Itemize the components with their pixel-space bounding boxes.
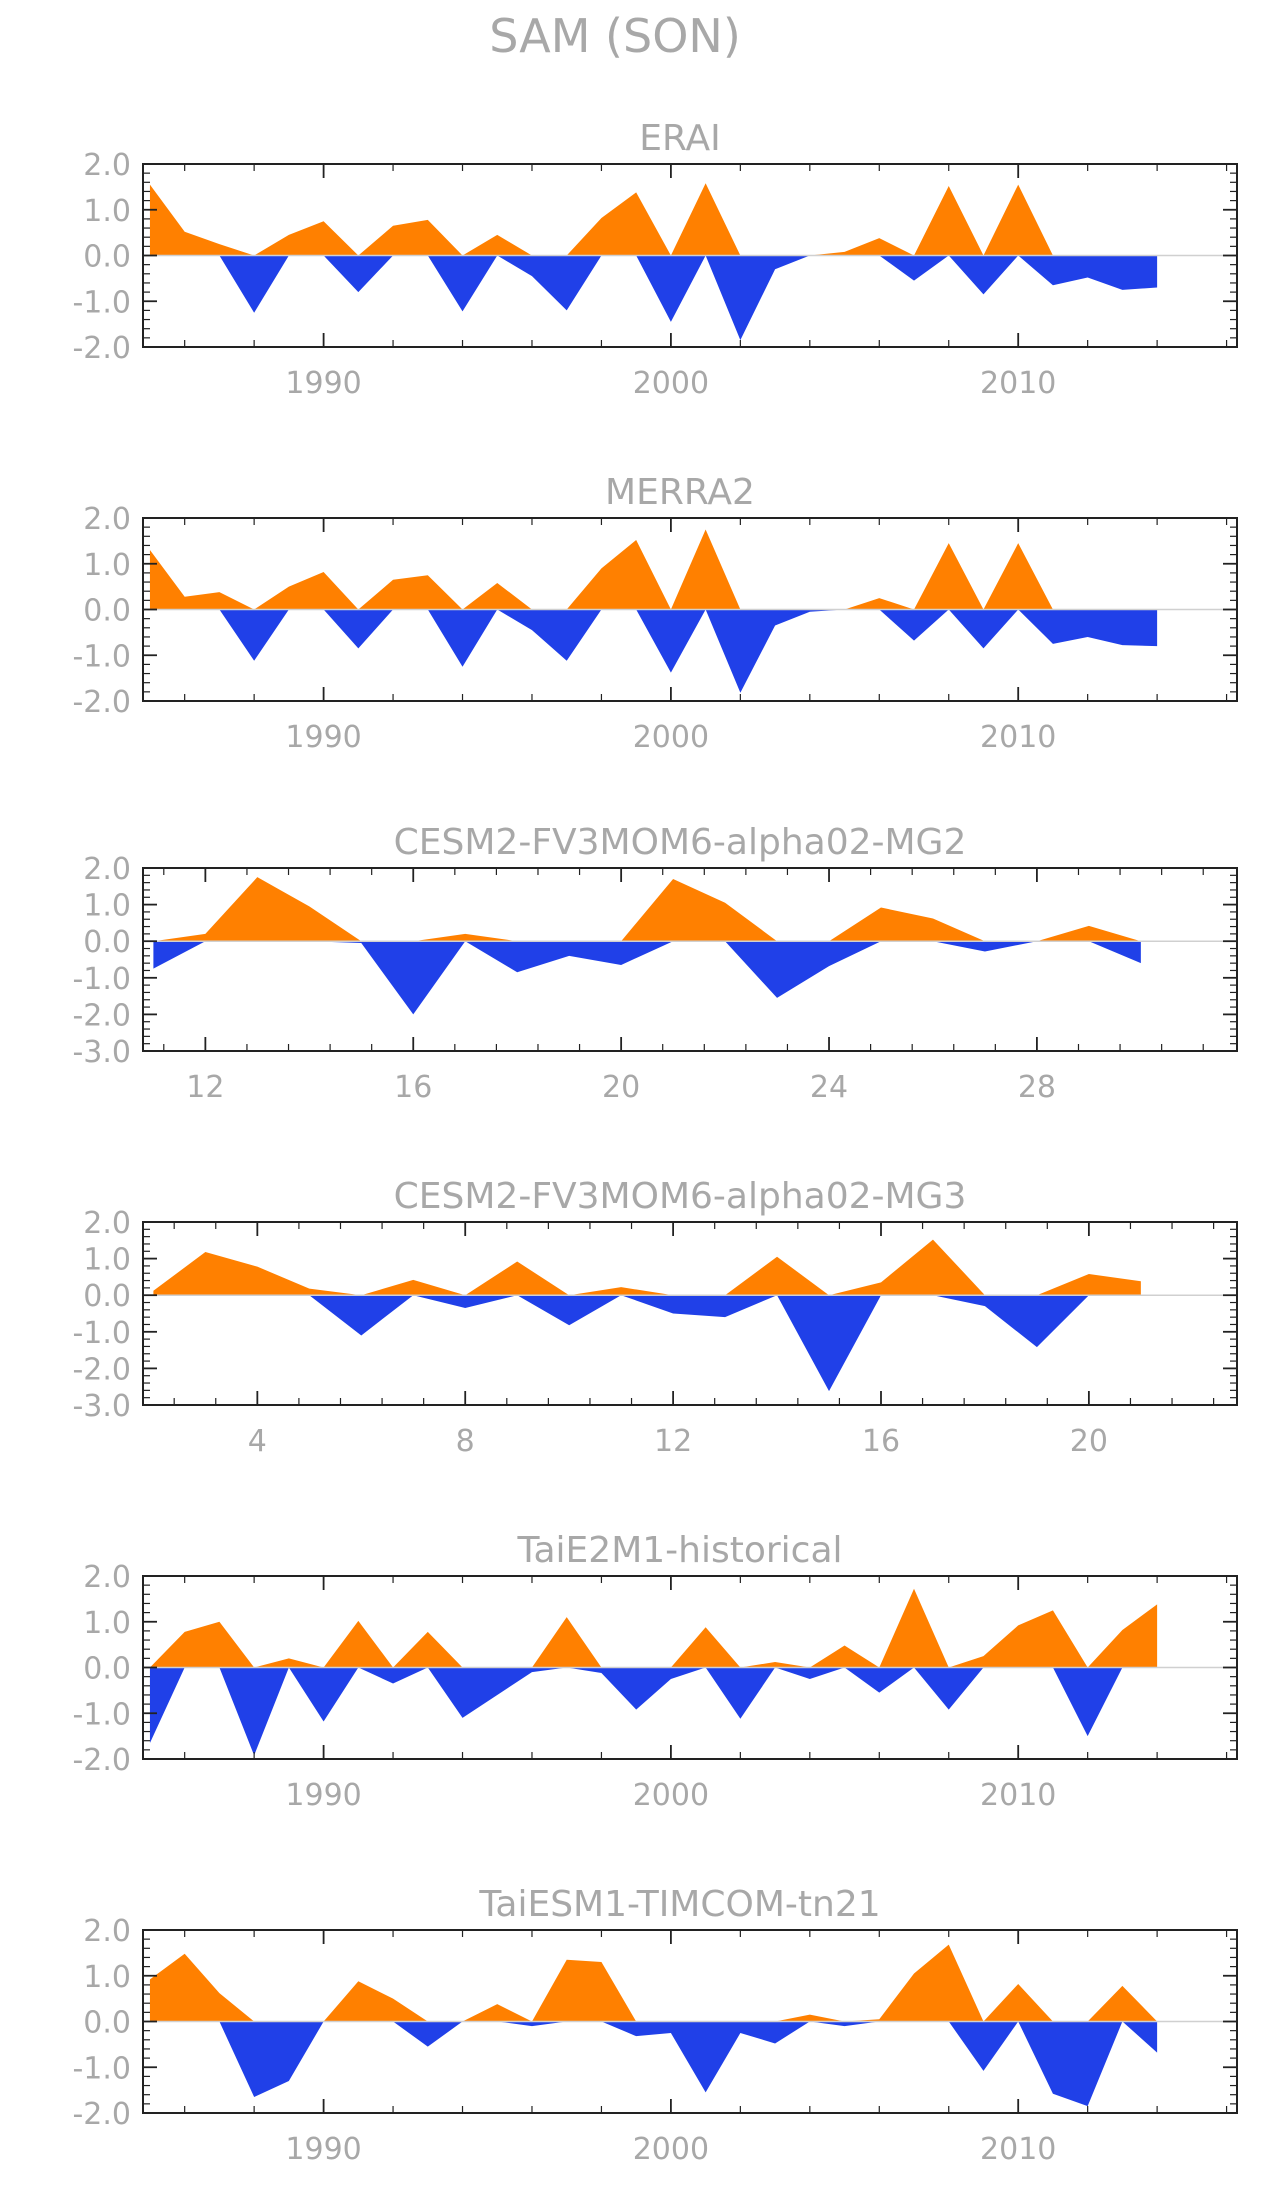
x-tick-label: 16 [394, 1070, 432, 1105]
y-tick-label: -1.0 [72, 1697, 131, 1732]
y-tick-label: -2.0 [72, 998, 131, 1033]
y-tick-label: 2.0 [83, 1914, 131, 1949]
y-tick-label: -2.0 [72, 685, 131, 720]
x-tick-label: 2010 [980, 720, 1056, 755]
positive-area [149, 1944, 1158, 2022]
y-tick-label: 2.0 [83, 502, 131, 537]
panel-title: TaiE2M1-historical [516, 1530, 842, 1571]
y-tick-label: 0.0 [83, 925, 131, 960]
x-tick-label: 20 [602, 1070, 640, 1105]
x-tick-label: 2010 [980, 1778, 1056, 1813]
y-tick-label: 0.0 [83, 1279, 131, 1314]
y-tick-label: -3.0 [72, 1389, 131, 1424]
y-tick-label: 2.0 [83, 1206, 131, 1241]
x-tick-label: 2010 [980, 2132, 1056, 2167]
y-tick-label: 1.0 [83, 889, 131, 924]
y-tick-label: 0.0 [83, 1652, 131, 1687]
x-tick-label: 24 [810, 1070, 848, 1105]
y-tick-label: -2.0 [72, 331, 131, 366]
positive-area [149, 183, 1158, 256]
negative-area [149, 255, 1158, 341]
x-tick-label: 20 [1070, 1424, 1108, 1459]
panel-title: CESM2-FV3MOM6-alpha02-MG2 [394, 822, 967, 863]
y-tick-label: 1.0 [83, 548, 131, 583]
panel-4: CESM2-FV3MOM6-alpha02-MG3 -3.0-2.0-1.00.0… [72, 1176, 1238, 1459]
x-tick-label: 28 [1018, 1070, 1056, 1105]
panel-title: MERRA2 [605, 472, 755, 513]
panel-6: TaiESM1-TIMCOM-tn21 -2.0 -1.0 0.0 1.0 2.0 1990… [72, 1884, 1238, 2167]
y-tick-label: -2.0 [72, 1352, 131, 1387]
y-tick-label: 0.0 [83, 594, 131, 629]
panel-1: ERAI -2.0 -1.0 0.0 1.0 2.0 1990 2000 2010 [72, 118, 1238, 401]
y-tick-label: 2.0 [83, 1560, 131, 1595]
x-tick-label: 1990 [285, 2132, 361, 2167]
plot-frame [142, 867, 1238, 1052]
y-tick-label: 1.0 [83, 194, 131, 229]
y-tick-label: -1.0 [72, 962, 131, 997]
x-tick-label: 2010 [980, 366, 1056, 401]
panel-3: CESM2-FV3MOM6-alpha02-MG2 -3.0-2.0-1.00.0… [72, 822, 1238, 1105]
y-tick-label: -1.0 [72, 639, 131, 674]
y-tick-label: -1.0 [72, 1316, 131, 1351]
y-tick-label: -1.0 [72, 285, 131, 320]
positive-area [149, 1588, 1158, 1668]
x-tick-label: 12 [186, 1070, 224, 1105]
panel-title: ERAI [639, 118, 721, 159]
plot-frame [142, 1221, 1238, 1406]
y-tick-label: -2.0 [72, 2097, 131, 2132]
panel-title: TaiESM1-TIMCOM-tn21 [478, 1884, 880, 1925]
negative-area [149, 609, 1158, 693]
y-tick-label: -3.0 [72, 1035, 131, 1070]
x-tick-label: 8 [456, 1424, 475, 1459]
y-tick-label: 2.0 [83, 852, 131, 887]
x-tick-label: 2000 [633, 2132, 709, 2167]
y-tick-label: 0.0 [83, 240, 131, 275]
negative-area [149, 2021, 1158, 2107]
x-tick-label: 4 [248, 1424, 267, 1459]
x-tick-label: 1990 [285, 720, 361, 755]
y-tick-label: 1.0 [83, 1243, 131, 1278]
y-tick-label: -1.0 [72, 2051, 131, 2086]
panel-2: MERRA2 -2.0 -1.0 0.0 1.0 2.0 1990 2000 2010 [72, 472, 1238, 755]
y-tick-label: 0.0 [83, 2006, 131, 2041]
main-title: SAM (SON) [489, 9, 741, 63]
positive-area [153, 877, 1141, 942]
negative-area [153, 941, 1141, 1015]
x-tick-label: 1990 [285, 1778, 361, 1813]
negative-area [153, 1295, 1141, 1392]
panel-title: CESM2-FV3MOM6-alpha02-MG3 [394, 1176, 967, 1217]
x-tick-label: 2000 [633, 366, 709, 401]
y-tick-label: 1.0 [83, 1960, 131, 1995]
positive-area [153, 1239, 1141, 1296]
y-tick-label: -2.0 [72, 1743, 131, 1778]
y-tick-label: 2.0 [83, 148, 131, 183]
x-tick-label: 12 [654, 1424, 692, 1459]
x-tick-label: 2000 [633, 1778, 709, 1813]
x-tick-label: 2000 [633, 720, 709, 755]
negative-area [149, 1667, 1158, 1756]
panel-5: TaiE2M1-historical -2.0 -1.0 0.0 1.0 2.0 1990 2… [72, 1530, 1238, 1813]
x-tick-label: 1990 [285, 366, 361, 401]
y-tick-label: 1.0 [83, 1606, 131, 1641]
x-tick-label: 16 [862, 1424, 900, 1459]
positive-area [149, 529, 1158, 610]
